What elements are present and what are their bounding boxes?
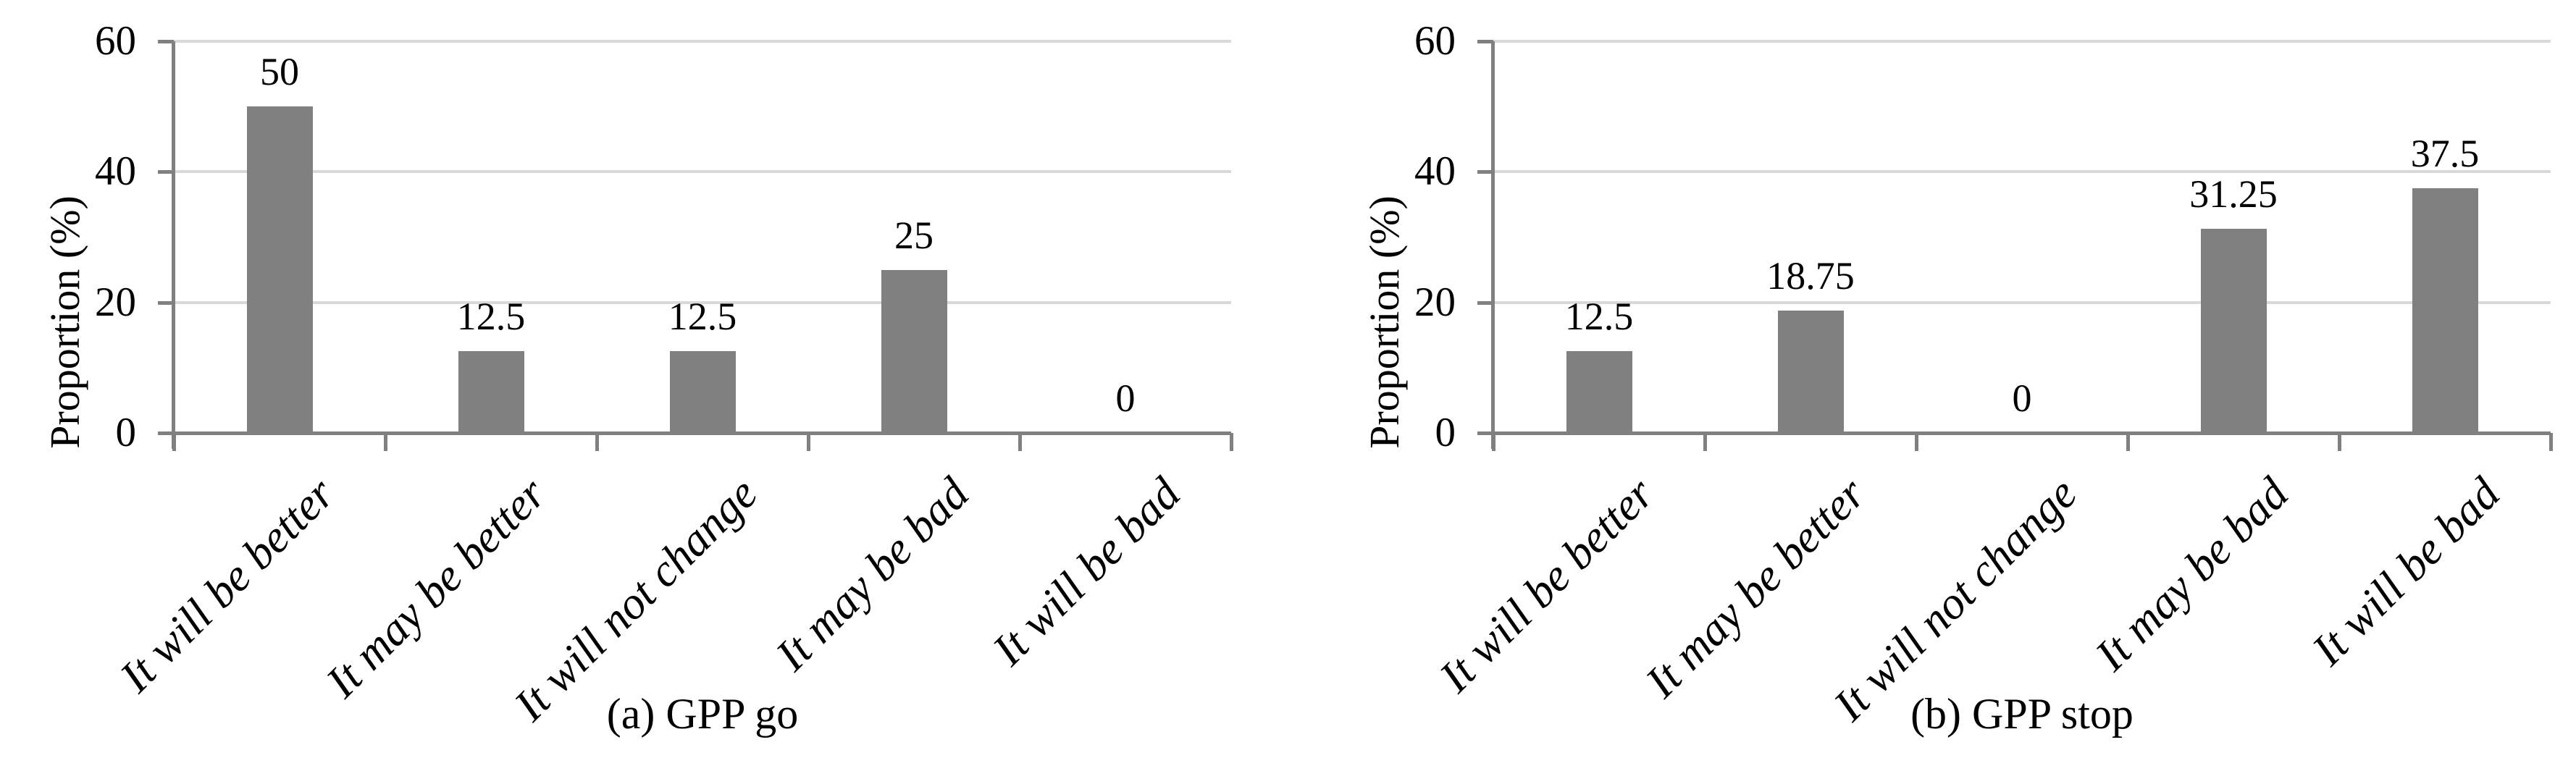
x-axis-line <box>1493 431 2551 435</box>
bar-value-label: 25 <box>894 213 934 257</box>
gridline <box>174 40 1231 43</box>
y-tick-label: 60 <box>1414 18 1456 64</box>
x-tick-mark <box>1915 433 1918 451</box>
y-tick-mark <box>1477 300 1493 305</box>
bar-value-label: 37.5 <box>2410 131 2480 175</box>
y-tick-label: 0 <box>1435 410 1456 455</box>
bar-value-label: 0 <box>2012 376 2032 420</box>
bar <box>2200 229 2267 433</box>
chart-caption: (a) GPP go <box>606 690 799 738</box>
y-tick-mark <box>1477 40 1493 43</box>
gridline <box>1493 170 2551 174</box>
y-tick-mark <box>1477 170 1493 174</box>
y-tick-mark <box>158 300 174 305</box>
x-tick-mark <box>2549 433 2553 451</box>
bar-value-label: 12.5 <box>456 295 526 339</box>
bar <box>458 351 524 433</box>
x-axis-line <box>174 431 1231 435</box>
bar-value-label: 18.75 <box>1766 253 1855 298</box>
y-tick-mark <box>158 40 174 43</box>
y-tick-label: 60 <box>95 18 136 64</box>
x-tick-mark <box>807 433 810 451</box>
y-tick-label: 20 <box>1414 279 1456 325</box>
chart-caption: (b) GPP stop <box>1910 690 2134 738</box>
bar <box>2412 188 2478 433</box>
x-tick-mark <box>2126 433 2130 451</box>
y-axis-line <box>1491 41 1495 449</box>
y-axis-line <box>172 41 175 449</box>
x-tick-mark <box>1018 433 1022 451</box>
bar <box>881 269 947 433</box>
x-tick-mark <box>1703 433 1707 451</box>
bar <box>669 351 736 433</box>
gridline <box>1493 40 2551 43</box>
y-tick-label: 0 <box>115 410 137 455</box>
bar-value-label: 50 <box>260 50 299 94</box>
x-tick-mark <box>172 433 176 451</box>
y-tick-label: 20 <box>95 279 136 325</box>
bar-value-label: 0 <box>1115 376 1136 420</box>
bar-value-label: 12.5 <box>668 295 737 339</box>
y-tick-mark <box>1477 431 1493 435</box>
bar-value-label: 12.5 <box>1564 295 1634 339</box>
gridline <box>1493 300 2551 304</box>
y-tick-label: 40 <box>1414 148 1456 195</box>
bar <box>1777 310 1844 433</box>
y-tick-label: 40 <box>95 148 136 195</box>
x-tick-mark <box>2338 433 2341 451</box>
bar <box>1566 351 1632 433</box>
x-tick-mark <box>1230 433 1233 451</box>
y-tick-mark <box>158 170 174 174</box>
gridline <box>174 170 1231 174</box>
bar-value-label: 31.25 <box>2189 172 2278 216</box>
y-tick-mark <box>158 431 174 435</box>
gridline <box>174 300 1231 304</box>
bar <box>246 106 313 433</box>
x-tick-mark <box>595 433 599 451</box>
x-tick-mark <box>1492 433 1495 451</box>
x-tick-mark <box>384 433 387 451</box>
